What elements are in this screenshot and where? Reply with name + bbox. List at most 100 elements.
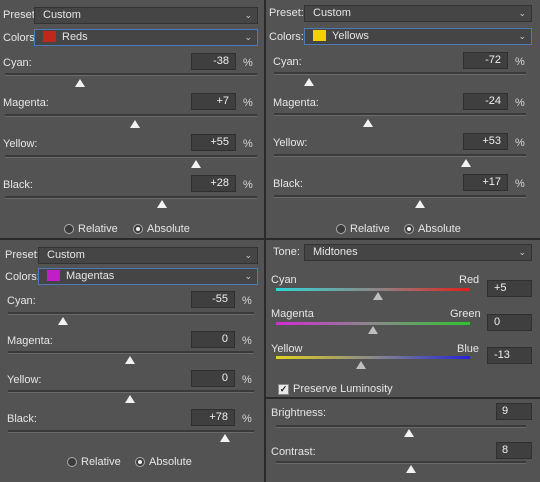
cyan-red-slider-thumb[interactable] [373, 292, 383, 300]
black-slider-track[interactable] [8, 430, 254, 433]
colors-dropdown[interactable]: Reds ⌄ [34, 29, 258, 46]
relative-radio[interactable] [336, 224, 346, 234]
black-label: Black: [7, 413, 37, 425]
yellow-label: Yellow: [273, 137, 308, 149]
magenta-slider-thumb[interactable] [363, 119, 373, 127]
black-slider-thumb[interactable] [157, 200, 167, 208]
chevron-down-icon: ⌄ [518, 247, 526, 257]
cyan-slider-track[interactable] [5, 73, 257, 76]
contrast-value-field[interactable]: 8 [496, 442, 532, 459]
percent-unit: % [515, 137, 525, 149]
percent-unit: % [243, 179, 253, 191]
absolute-radio[interactable] [133, 224, 143, 234]
brightness-value-field[interactable]: 9 [496, 403, 532, 420]
yellow-blue-gradient-track[interactable] [276, 356, 470, 359]
horizontal-divider-left [0, 238, 264, 240]
cyan-value-field[interactable]: -55 [191, 291, 235, 308]
relative-label: Relative [81, 456, 121, 468]
black-value-field[interactable]: +28 [191, 175, 236, 192]
magentas-swatch [47, 270, 60, 281]
absolute-radio[interactable] [404, 224, 414, 234]
absolute-radio[interactable] [135, 457, 145, 467]
yellow-slider-thumb[interactable] [461, 159, 471, 167]
magenta-slider-thumb[interactable] [125, 356, 135, 364]
percent-unit: % [242, 335, 252, 347]
color-balance-panel: Tone: Midtones ⌄ Cyan Red +5 Magenta Gre… [266, 240, 540, 397]
yellow-label: Yellow: [7, 374, 42, 386]
magenta-green-gradient-track[interactable] [276, 322, 470, 325]
relative-label: Relative [350, 223, 390, 235]
magenta-slider-track[interactable] [8, 351, 254, 354]
magenta-value-field[interactable]: -24 [463, 93, 508, 110]
cyan-slider-thumb[interactable] [75, 79, 85, 87]
black-slider-track[interactable] [5, 196, 257, 199]
chevron-down-icon: ⌄ [244, 250, 252, 260]
percent-unit: % [242, 374, 252, 386]
cyan-slider-thumb[interactable] [304, 78, 314, 86]
brightness-slider-track[interactable] [276, 425, 526, 428]
cyan-slider-track[interactable] [274, 72, 526, 75]
brightness-slider-thumb[interactable] [404, 429, 414, 437]
relative-radio[interactable] [67, 457, 77, 467]
contrast-slider-track[interactable] [276, 461, 526, 464]
chevron-down-icon: ⌄ [244, 271, 252, 281]
cyan-red-gradient-track[interactable] [276, 288, 470, 291]
magenta-green-slider-thumb[interactable] [368, 326, 378, 334]
absolute-label: Absolute [147, 223, 190, 235]
horizontal-divider-right-lower [266, 397, 540, 399]
preset-dropdown[interactable]: Custom ⌄ [304, 5, 532, 22]
black-value-field[interactable]: +17 [463, 174, 508, 191]
cyan-slider-track[interactable] [8, 312, 254, 315]
cyan-slider-thumb[interactable] [58, 317, 68, 325]
yellow-slider-track[interactable] [8, 390, 254, 393]
cyan-label: Cyan: [3, 57, 32, 69]
magenta-slider-thumb[interactable] [130, 120, 140, 128]
preset-label: Preset: [269, 7, 304, 19]
blue-label: Blue [457, 343, 480, 355]
selective-color-reds-panel: Preset: Custom ⌄ Colors: Reds ⌄ Cyan: -3… [0, 0, 264, 238]
tone-value: Midtones [313, 246, 358, 258]
percent-unit: % [242, 295, 252, 307]
yellow-value-field[interactable]: +55 [191, 134, 236, 151]
tone-label: Tone: [273, 246, 300, 258]
preset-dropdown[interactable]: Custom ⌄ [38, 247, 258, 264]
preset-value: Custom [313, 7, 351, 19]
cyan-red-value-field[interactable]: +5 [487, 280, 532, 297]
colors-dropdown[interactable]: Magentas ⌄ [38, 268, 258, 285]
yellow-slider-track[interactable] [5, 155, 257, 158]
magenta-slider-track[interactable] [5, 114, 257, 117]
yellow-slider-thumb[interactable] [191, 160, 201, 168]
preserve-luminosity-checkbox[interactable]: ✓ [278, 384, 289, 395]
tone-dropdown[interactable]: Midtones ⌄ [304, 244, 532, 261]
yellow-slider-track[interactable] [274, 154, 526, 157]
magenta-label: Magenta: [3, 97, 49, 109]
contrast-slider-thumb[interactable] [406, 465, 416, 473]
yellow-blue-slider-thumb[interactable] [356, 361, 366, 369]
black-value-field[interactable]: +78 [191, 409, 235, 426]
magenta-value-field[interactable]: 0 [191, 331, 235, 348]
relative-radio[interactable] [64, 224, 74, 234]
yellow-value-field[interactable]: +53 [463, 133, 508, 150]
chevron-down-icon: ⌄ [244, 10, 252, 20]
percent-unit: % [515, 97, 525, 109]
black-slider-thumb[interactable] [220, 434, 230, 442]
black-slider-thumb[interactable] [415, 200, 425, 208]
black-label: Black: [3, 179, 33, 191]
colors-dropdown[interactable]: Yellows ⌄ [304, 28, 532, 45]
preset-dropdown[interactable]: Custom ⌄ [34, 7, 258, 24]
magenta-green-value-field[interactable]: 0 [487, 314, 532, 331]
percent-unit: % [243, 57, 253, 69]
cyan-value-field[interactable]: -72 [463, 52, 508, 69]
yellow-blue-value-field[interactable]: -13 [487, 347, 532, 364]
contrast-label: Contrast: [271, 446, 316, 458]
percent-unit: % [515, 56, 525, 68]
black-slider-track[interactable] [274, 195, 526, 198]
preserve-luminosity-label: Preserve Luminosity [293, 383, 393, 395]
cyan-label: Cyan: [273, 56, 302, 68]
magenta-slider-track[interactable] [274, 113, 526, 116]
cyan-value-field[interactable]: -38 [191, 53, 236, 70]
percent-unit: % [243, 138, 253, 150]
magenta-value-field[interactable]: +7 [191, 93, 236, 110]
yellow-slider-thumb[interactable] [125, 395, 135, 403]
yellow-value-field[interactable]: 0 [191, 370, 235, 387]
